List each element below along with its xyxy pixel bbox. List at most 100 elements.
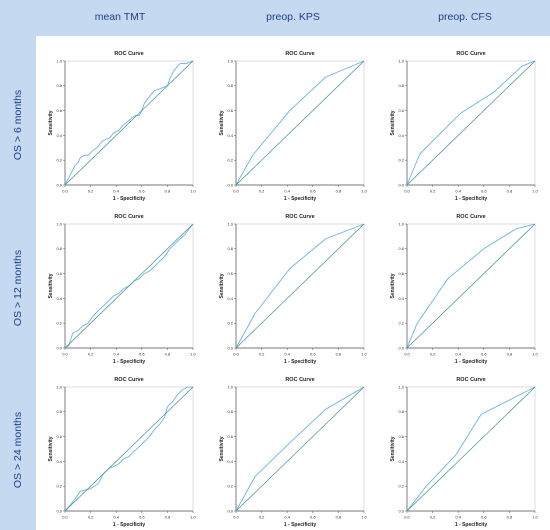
- x-tick-label: 0.4: [113, 515, 119, 520]
- column-header-band: [0, 0, 550, 36]
- reference-line: [64, 386, 194, 512]
- y-tick-label: 0.8: [56, 409, 62, 414]
- x-axis-label: 1 - Specificity: [113, 359, 145, 365]
- x-tick-label: 0.2: [259, 352, 265, 357]
- x-tick-label: 0.6: [139, 189, 145, 194]
- y-tick-label: 0.4: [398, 459, 404, 464]
- roc-panel-3: ROC Curve 0.00.0 0.2 0.2 0.4 0.4 0.6 0.6 0.8 0.8 1…: [390, 51, 539, 202]
- roc-panel-9: ROC Curve 0.00.0 0.2 0.2 0.4 0.4 0.6 0.6 0.8 0.8 1…: [390, 377, 539, 528]
- y-tick-label: 0.2: [398, 158, 404, 163]
- x-tick-label: 0.6: [481, 189, 487, 194]
- reference-line: [235, 386, 365, 512]
- x-tick-label: 0.4: [455, 515, 461, 520]
- x-tick-label: 1.0: [361, 189, 367, 194]
- x-tick-label: 1.0: [532, 515, 538, 520]
- x-axis-label: 1 - Specificity: [284, 522, 316, 528]
- y-tick-label: 0.4: [56, 296, 62, 301]
- y-tick-label: 0.2: [56, 484, 62, 489]
- y-tick-label: 0.6: [56, 434, 62, 439]
- x-tick-label: 0.8: [336, 352, 342, 357]
- roc-curve: [64, 386, 193, 512]
- x-tick-label: 1.0: [190, 352, 196, 357]
- y-tick-label: 0.0: [227, 508, 233, 513]
- y-tick-label: 0.4: [398, 296, 404, 301]
- y-tick-label: 1.0: [56, 221, 62, 226]
- reference-line: [64, 60, 194, 186]
- roc-curve: [406, 60, 536, 186]
- y-tick-label: 0.0: [398, 345, 404, 350]
- x-tick-label: 0.0: [404, 189, 410, 194]
- y-tick-label: 1.0: [398, 221, 404, 226]
- x-tick-label: 0.6: [481, 352, 487, 357]
- y-tick-label: 0.4: [227, 133, 233, 138]
- x-tick-label: 0.4: [284, 352, 290, 357]
- x-tick-label: 0.6: [310, 352, 316, 357]
- roc-panel-5: ROC Curve 0.00.0 0.2 0.2 0.4 0.4 0.6 0.6 0.8 0.8 1…: [219, 214, 368, 365]
- y-axis-label: Sensitivity: [390, 273, 396, 298]
- panel-title: ROC Curve: [456, 51, 485, 57]
- x-tick-label: 0.2: [430, 352, 436, 357]
- panel-title: ROC Curve: [456, 214, 485, 220]
- panel-title: ROC Curve: [285, 51, 314, 57]
- x-axis-label: 1 - Specificity: [284, 359, 316, 365]
- y-axis-label: Sensitivity: [219, 273, 225, 298]
- y-tick-label: 1.0: [227, 58, 233, 63]
- x-tick-label: 0.4: [455, 352, 461, 357]
- x-tick-label: 1.0: [361, 515, 367, 520]
- y-tick-label: 0.0: [227, 182, 233, 187]
- roc-panel-8: ROC Curve 0.00.0 0.2 0.2 0.4 0.4 0.6 0.6 0.8 0.8 1…: [219, 377, 368, 528]
- x-tick-label: 0.2: [430, 189, 436, 194]
- y-tick-label: 1.0: [227, 221, 233, 226]
- reference-line: [406, 223, 536, 349]
- y-axis-label: Sensitivity: [219, 436, 225, 461]
- y-tick-label: 0.0: [56, 182, 62, 187]
- y-tick-label: 0.4: [227, 459, 233, 464]
- y-tick-label: 0.0: [56, 508, 62, 513]
- y-tick-label: 0.6: [227, 434, 233, 439]
- x-tick-label: 1.0: [190, 189, 196, 194]
- y-tick-label: 0.2: [227, 484, 233, 489]
- x-axis-label: 1 - Specificity: [455, 196, 487, 202]
- y-tick-label: 0.4: [227, 296, 233, 301]
- roc-curve: [406, 223, 536, 349]
- y-tick-label: 1.0: [398, 384, 404, 389]
- x-tick-label: 0.8: [165, 515, 171, 520]
- y-tick-label: 0.4: [56, 133, 62, 138]
- x-tick-label: 0.6: [310, 515, 316, 520]
- column-header-mean-tmt: mean TMT: [94, 11, 146, 23]
- y-tick-label: 0.6: [227, 108, 233, 113]
- x-tick-label: 0.2: [259, 515, 265, 520]
- roc-panel-4: ROC Curve 0.00.0 0.2 0.2 0.4 0.4 0.6 0.6 0.8 0.8 1…: [48, 214, 197, 365]
- y-tick-label: 0.2: [227, 158, 233, 163]
- x-tick-label: 0.0: [404, 352, 410, 357]
- x-tick-label: 0.8: [507, 352, 513, 357]
- y-tick-label: 0.8: [56, 83, 62, 88]
- y-tick-label: 1.0: [227, 384, 233, 389]
- y-tick-label: 0.6: [398, 434, 404, 439]
- y-tick-label: 0.8: [227, 409, 233, 414]
- y-axis-label: Sensitivity: [48, 273, 54, 298]
- y-tick-label: 0.8: [227, 83, 233, 88]
- y-tick-label: 0.6: [398, 108, 404, 113]
- x-tick-label: 0.2: [88, 352, 94, 357]
- roc-panel-1: ROC Curve 0.00.0 0.2 0.2 0.4 0.4 0.6 0.6 0.8 0.8 1…: [48, 51, 197, 202]
- y-tick-label: 0.0: [398, 182, 404, 187]
- x-tick-label: 0.8: [165, 352, 171, 357]
- x-axis-label: 1 - Specificity: [455, 359, 487, 365]
- roc-curve: [406, 386, 536, 512]
- y-axis-label: Sensitivity: [390, 110, 396, 135]
- x-tick-label: 0.4: [113, 352, 119, 357]
- x-tick-label: 0.4: [284, 189, 290, 194]
- x-tick-label: 0.8: [336, 515, 342, 520]
- reference-line: [406, 386, 536, 512]
- y-tick-label: 0.8: [227, 246, 233, 251]
- x-tick-label: 1.0: [532, 352, 538, 357]
- x-tick-label: 0.8: [336, 189, 342, 194]
- roc-grid: ROC Curve0.00.00.20.20.40.40.60.60.80.81…: [48, 51, 539, 528]
- x-tick-label: 0.2: [259, 189, 265, 194]
- x-tick-label: 0.6: [310, 189, 316, 194]
- x-tick-label: 0.0: [62, 189, 68, 194]
- x-tick-label: 0.2: [88, 515, 94, 520]
- y-tick-label: 0.0: [56, 345, 62, 350]
